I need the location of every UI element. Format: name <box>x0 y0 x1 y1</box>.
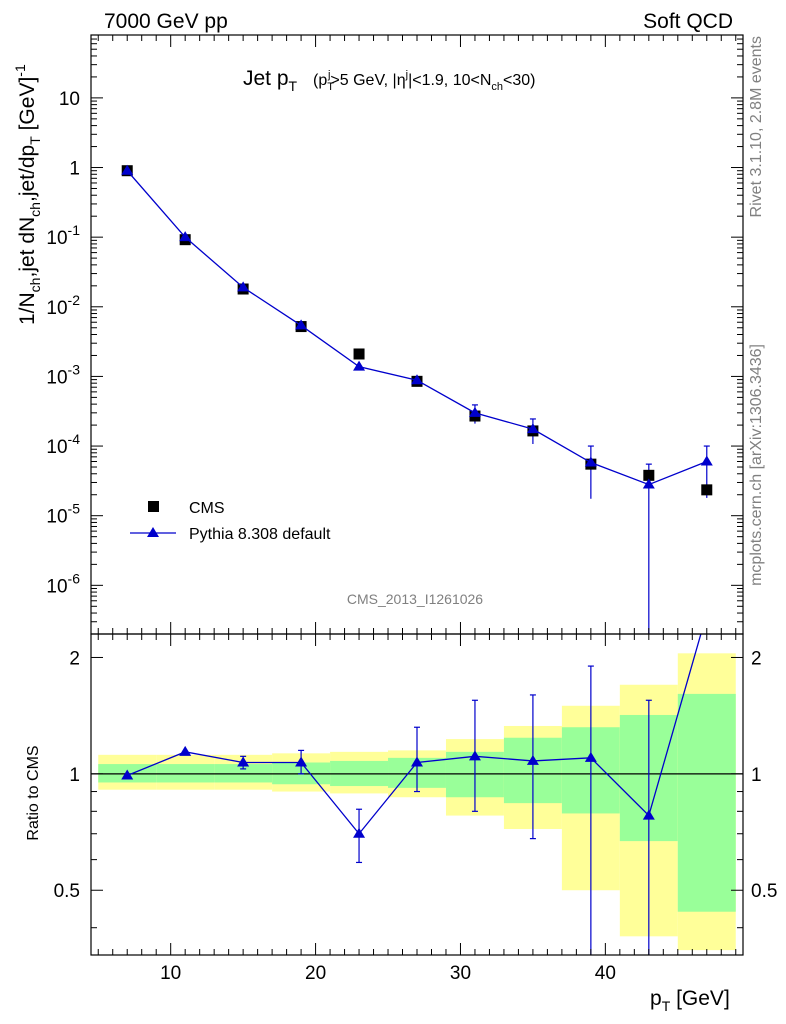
ratio-y-tick-label-right: 2 <box>751 648 762 669</box>
rivet-label: Rivet 3.1.10, 2.8M events <box>748 36 765 217</box>
cms-point <box>701 484 713 496</box>
title-cut-sub2: ch <box>491 81 503 93</box>
analysis-watermark: CMS_2013_I1261026 <box>347 591 483 607</box>
x-tick-label: 40 <box>595 963 616 984</box>
band-green <box>677 693 736 912</box>
title-cut-sup1: j <box>327 69 330 81</box>
pythia-point <box>411 374 423 385</box>
header-left: 7000 GeV pp <box>104 10 228 33</box>
svg-text:Jet pT: Jet pT <box>243 67 298 94</box>
mcplots-label: mcplots.cern.ch [arXiv:1306.3436] <box>748 344 765 586</box>
pythia-point <box>179 231 192 242</box>
pythia-point <box>584 456 597 467</box>
ratio-point <box>295 756 308 767</box>
pythia-point <box>642 478 655 489</box>
ratio-point <box>584 751 597 762</box>
pythia-point <box>468 406 481 417</box>
svg-text:(pTj>5 GeV, |ηj|<1.9, 10<Nch<3: (pTj>5 GeV, |ηj|<1.9, 10<Nch<30) <box>313 69 535 93</box>
pythia-point <box>526 423 539 434</box>
title-cut-sub1: T <box>327 81 334 93</box>
title-cut-rest: >5 GeV, |η <box>330 72 405 89</box>
ratio-plot-marks <box>121 633 702 955</box>
axes: 10 20 30 40 10 1 10-1 10-2 10-3 10-4 10-5 10-6 0.5 0.… <box>46 34 777 984</box>
title-main-sub: T <box>289 78 298 94</box>
title-cut-sup2: j <box>405 69 408 81</box>
title-cut: (p <box>313 72 327 89</box>
ratio-ylabel: Ratio to CMS <box>25 745 42 840</box>
ratio-y-tick-label-left: 0.5 <box>54 881 80 902</box>
y-tick-label: 10-4 <box>46 431 80 458</box>
ratio-point <box>353 827 366 838</box>
y-tick-label: 10-1 <box>46 222 80 249</box>
ratio-point <box>642 809 655 820</box>
ratio-y-tick-label-left: 1 <box>69 765 80 786</box>
main-ylabel: 1/Nch,jet dNch,jet/dpT [GeV]-1 <box>12 64 43 325</box>
ratio-point <box>237 756 250 767</box>
x-tick-label: 30 <box>450 963 471 984</box>
main-plot-marks <box>121 164 713 634</box>
pythia-point <box>121 164 134 175</box>
ratio-point <box>526 754 539 765</box>
pythia-line <box>126 170 708 486</box>
title-cut-end: <30) <box>503 72 535 89</box>
pythia-point <box>700 455 713 466</box>
header-right: Soft QCD <box>643 10 733 33</box>
y-tick-label: 10 <box>59 89 80 110</box>
ratio-y-tick-label-right: 0.5 <box>751 881 777 902</box>
y-tick-label: 10-3 <box>46 361 80 388</box>
y-tick-label: 10-5 <box>46 501 80 528</box>
x-tick-label: 20 <box>305 963 326 984</box>
ratio-point <box>468 750 481 761</box>
title-cut-rest2: |<1.9, 10<N <box>408 72 491 89</box>
y-tick-label: 1 <box>69 159 80 180</box>
pythia-point <box>295 319 308 330</box>
main-frame <box>90 34 744 635</box>
ratio-point <box>121 769 134 780</box>
y-tick-label: 10-2 <box>46 292 80 319</box>
title-main: Jet p <box>243 67 289 90</box>
y-tick-label: 10-6 <box>46 570 80 597</box>
legend-cms-label: CMS <box>189 500 225 517</box>
ratio-xlabel: pT [GeV] <box>650 987 730 1014</box>
ratio-y-tick-label-left: 2 <box>69 648 80 669</box>
ratio-bands <box>91 653 743 951</box>
legend-pythia-label: Pythia 8.308 default <box>189 526 331 543</box>
ratio-y-tick-label-right: 1 <box>751 765 762 786</box>
main-title: Jet pT (pTj>5 GeV, |ηj|<1.9, 10<Nch<30) <box>243 67 535 94</box>
ratio-point <box>411 756 423 767</box>
ratio-point <box>179 745 192 756</box>
pythia-point <box>237 281 250 292</box>
legend-pythia-marker <box>147 527 159 537</box>
cms-point <box>643 469 655 481</box>
cms-point <box>353 348 365 360</box>
pythia-point <box>353 360 366 371</box>
legend: CMS Pythia 8.308 default <box>130 500 331 543</box>
legend-cms-marker <box>148 501 159 512</box>
x-tick-label: 10 <box>160 963 181 984</box>
